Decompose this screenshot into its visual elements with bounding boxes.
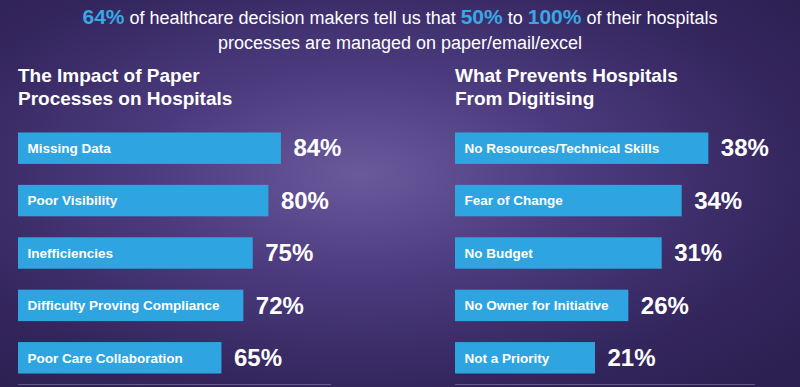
svg-text:34%: 34% bbox=[694, 187, 742, 214]
svg-text:Not a Priority: Not a Priority bbox=[465, 351, 550, 366]
svg-text:84%: 84% bbox=[293, 134, 341, 161]
svg-text:No Owner for Initiative: No Owner for Initiative bbox=[465, 298, 610, 313]
html-text:The Impact of Paper Processes: The Impact of Paper Processes on Hospita… bbox=[18, 65, 233, 109]
svg-text:Inefficiencies: Inefficiencies bbox=[28, 246, 114, 261]
svg-text:No Budget: No Budget bbox=[465, 246, 534, 261]
svg-text:No Resources/Technical Skills: No Resources/Technical Skills bbox=[465, 141, 660, 156]
svg-text:Missing Data: Missing Data bbox=[28, 141, 112, 156]
html-text:What Prevents Hospitals From D: What Prevents Hospitals From Digitising bbox=[455, 65, 678, 109]
svg-text:80%: 80% bbox=[281, 187, 329, 214]
svg-text:Fear of Change: Fear of Change bbox=[465, 193, 564, 208]
svg-text:38%: 38% bbox=[721, 134, 769, 161]
html-text:64% of healthcare decision mak: 64% of healthcare decision makers tell u… bbox=[82, 5, 718, 53]
svg-text:21%: 21% bbox=[608, 344, 656, 371]
svg-text:26%: 26% bbox=[641, 292, 689, 319]
svg-text:Poor Visibility: Poor Visibility bbox=[28, 193, 118, 208]
svg-text:65%: 65% bbox=[234, 344, 282, 371]
svg-text:31%: 31% bbox=[674, 239, 722, 266]
svg-text:Poor Care Collaboration: Poor Care Collaboration bbox=[28, 351, 183, 366]
svg-text:Difficulty Proving Compliance: Difficulty Proving Compliance bbox=[28, 298, 221, 313]
svg-text:72%: 72% bbox=[256, 292, 304, 319]
svg-text:75%: 75% bbox=[265, 239, 313, 266]
